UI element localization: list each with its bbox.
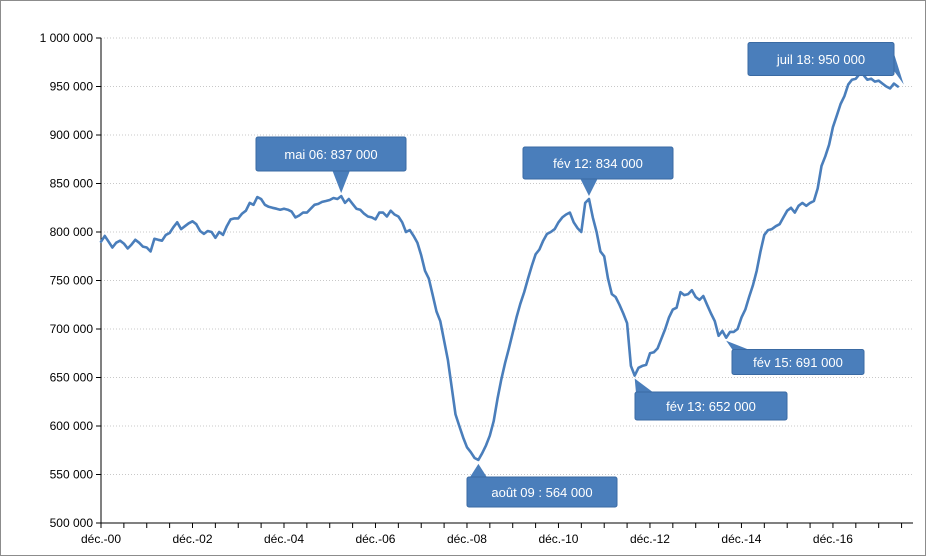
y-tick-label: 750 000 <box>50 274 94 288</box>
x-tick-label: déc.-12 <box>630 532 670 546</box>
y-tick-label: 600 000 <box>50 419 94 433</box>
series-layer <box>99 72 900 462</box>
x-tick-label: déc.-00 <box>81 532 121 546</box>
callout-box <box>522 146 674 180</box>
callout-pointer <box>332 170 351 194</box>
x-tick-label: déc.-16 <box>813 532 853 546</box>
callout-box <box>747 42 895 76</box>
callouts: mai 06: 837 000 août 09 : 564 000 fév 12: … <box>255 42 904 508</box>
callout-label: fév 13: 652 000 <box>666 399 756 414</box>
callout-label: juil 18: 950 000 <box>776 52 865 67</box>
callout: août 09 : 564 000 <box>466 463 618 508</box>
axes: 500 000 550 000 600 000 650 000 700 000 750 0… <box>40 31 913 546</box>
callout: fév 12: 834 000 <box>522 146 674 197</box>
callout-pointer <box>893 50 904 85</box>
series-line <box>99 72 900 462</box>
callout-label: fév 12: 834 000 <box>553 156 643 171</box>
callout-label: mai 06: 837 000 <box>284 147 377 162</box>
callout-pointer <box>579 178 598 197</box>
x-tick-label: déc.-14 <box>721 532 761 546</box>
y-tick-label: 550 000 <box>50 468 94 482</box>
callout-box <box>731 349 865 375</box>
callout-label: fév 15: 691 000 <box>753 355 843 370</box>
x-tick-label: déc.-04 <box>264 532 304 546</box>
callout: fév 15: 691 000 <box>726 340 865 375</box>
y-tick-label: 700 000 <box>50 322 94 336</box>
x-tick-label: déc.-08 <box>447 532 487 546</box>
callout: juil 18: 950 000 <box>747 42 904 85</box>
y-tick-label: 650 000 <box>50 371 94 385</box>
callout-pointer <box>469 463 488 478</box>
y-tick-label: 1 000 000 <box>40 31 94 45</box>
callout-label: août 09 : 564 000 <box>491 485 592 500</box>
grid-lines <box>101 37 913 475</box>
y-tick-label: 950 000 <box>50 80 94 94</box>
x-tick-label: déc.-06 <box>355 532 395 546</box>
callout-box <box>466 476 618 508</box>
callout-box <box>255 136 407 172</box>
x-tick-label: déc.-10 <box>538 532 578 546</box>
callout-box <box>634 391 788 421</box>
callout: fév 13: 652 000 <box>634 378 788 421</box>
y-tick-label: 500 000 <box>50 516 94 530</box>
y-tick-label: 850 000 <box>50 177 94 191</box>
callout-pointer <box>726 340 751 351</box>
x-tick-label: déc.-02 <box>172 532 212 546</box>
y-tick-label: 900 000 <box>50 128 94 142</box>
callout-pointer <box>634 378 654 393</box>
y-tick-label: 800 000 <box>50 225 94 239</box>
callout: mai 06: 837 000 <box>255 136 407 194</box>
